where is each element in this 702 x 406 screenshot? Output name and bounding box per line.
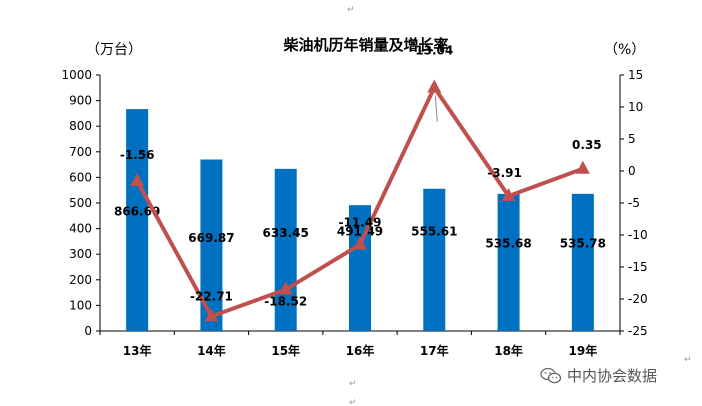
left-tick-label: 600 [69,170,92,184]
line-point [278,281,293,295]
paragraph-mark-bottom: ↵ [349,379,357,389]
left-tick-label: 800 [69,119,92,133]
line-data-label: -11.49 [339,216,382,230]
bar-data-label: 866.69 [114,205,160,219]
bar-data-labels: 866.69 669.87 633.45 491.49 555.61 535.68 535.… [114,205,606,251]
bar-data-label: 535.78 [560,236,606,250]
line-point [575,160,590,174]
category-label: 15年 [271,343,300,358]
chart-title: 柴油机历年销量及增长率 [282,36,448,54]
bar [571,193,594,331]
line-data-label: 13.04 [415,44,453,58]
right-tick-label: -10 [628,228,648,242]
right-tick-label: 10 [628,100,643,114]
bar [423,188,446,331]
line-series [130,79,590,322]
bar-series [126,109,594,332]
line-data-label: -1.56 [120,148,155,162]
bar-data-label: 555.61 [411,225,457,239]
left-tick-label: 400 [69,222,92,236]
right-tick-label: 15 [628,68,643,82]
line-point [501,188,516,202]
paragraph-mark-top: ↵ [347,5,355,15]
left-tick-label: 700 [69,145,92,159]
line-data-label: -18.52 [264,295,307,309]
bar-data-label: 669.87 [188,231,234,245]
bar [200,159,223,331]
category-label: 16年 [346,343,375,358]
paragraph-mark-right: ↵ [684,355,692,365]
category-label: 19年 [569,343,598,358]
bar-data-label: 633.45 [263,226,309,240]
bar-data-label: 535.68 [485,236,531,250]
left-tick-label: 900 [69,94,92,108]
line-point [204,308,219,322]
right-axis-unit: （%） [604,42,645,58]
left-tick-label: 100 [69,298,92,312]
left-tick-label: 300 [69,247,92,261]
line-point [427,79,442,93]
bar [126,109,149,332]
left-axis-unit: （万台） [86,42,142,58]
line-data-label: -22.71 [190,289,233,303]
category-label: 18年 [494,343,523,358]
bar [497,193,520,331]
right-tick-label: -15 [628,260,648,274]
line-point [353,236,367,250]
line-data-label: -3.91 [487,166,522,180]
category-label: 13年 [123,343,152,358]
watermark: 中内协会数据 [540,365,657,386]
right-tick-label: -5 [628,196,640,210]
left-tick-label: 500 [69,196,92,210]
category-label: 14年 [197,343,226,358]
watermark-text: 中内协会数据 [567,367,658,385]
right-tick-label: -20 [628,292,648,306]
paragraph-mark-bottom-2: ↵ [349,398,357,406]
left-tick-label: 0 [84,324,92,338]
bar-data-label: 491.49 [337,224,383,238]
line-data-label: 0.35 [572,138,602,152]
axes: 01002003004005006007008009001000-25-20-1… [61,68,647,338]
category-label: 17年 [420,343,449,358]
right-tick-label: 0 [628,164,636,178]
line-point [130,172,145,186]
right-tick-label: 5 [628,132,636,146]
wechat-icon [540,367,562,383]
left-tick-label: 1000 [61,68,92,82]
left-tick-label: 200 [69,273,92,287]
leader-line [434,95,438,122]
category-labels: 13年 14年 15年 16年 17年 18年 19年 [123,343,597,358]
right-tick-label: -25 [628,324,648,338]
line-data-labels: -1.56 -22.71 -18.52 -11.49 13.04 -3.91 0.35 [120,44,602,309]
